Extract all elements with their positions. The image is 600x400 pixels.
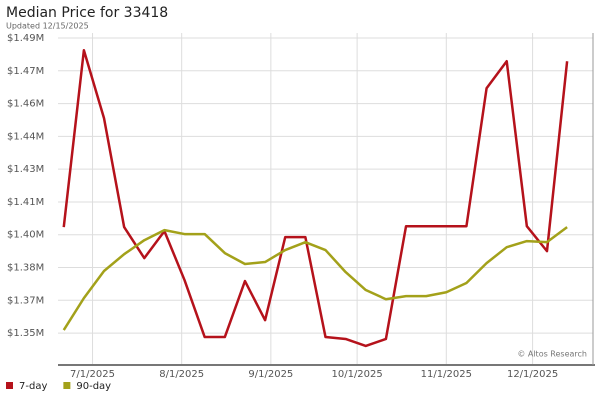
series-line (62, 49, 569, 348)
y-tick-label: $1.35M (7, 328, 44, 339)
watermark: © Altos Research (517, 350, 587, 359)
series-line (62, 226, 568, 331)
chart-subtitle: Updated 12/15/2025 (6, 22, 89, 31)
legend-label: 7-day (19, 381, 47, 392)
x-tick-label: 12/1/2025 (507, 369, 558, 380)
x-tick-label: 7/1/2025 (70, 369, 115, 380)
y-tick-label: $1.46M (7, 99, 44, 110)
plot-area (58, 33, 593, 365)
y-tick-label: $1.43M (7, 164, 44, 175)
legend-swatch (63, 382, 71, 389)
chart-title: Median Price for 33418 (6, 5, 168, 21)
x-tick-label: 9/1/2025 (248, 369, 293, 380)
x-tick-label: 10/1/2025 (331, 369, 382, 380)
x-tick-label: 11/1/2025 (421, 369, 472, 380)
y-tick-label: $1.41M (7, 197, 44, 208)
y-tick-label: $1.44M (7, 131, 44, 142)
x-tick-label: 8/1/2025 (159, 369, 204, 380)
y-tick-label: $1.47M (7, 66, 44, 77)
y-tick-label: $1.40M (7, 230, 44, 241)
y-tick-label: $1.38M (7, 263, 44, 274)
legend-swatch (6, 382, 13, 389)
y-tick-label: $1.37M (7, 295, 44, 306)
legend-label: 90-day (76, 381, 111, 392)
y-tick-label: $1.49M (7, 33, 44, 44)
